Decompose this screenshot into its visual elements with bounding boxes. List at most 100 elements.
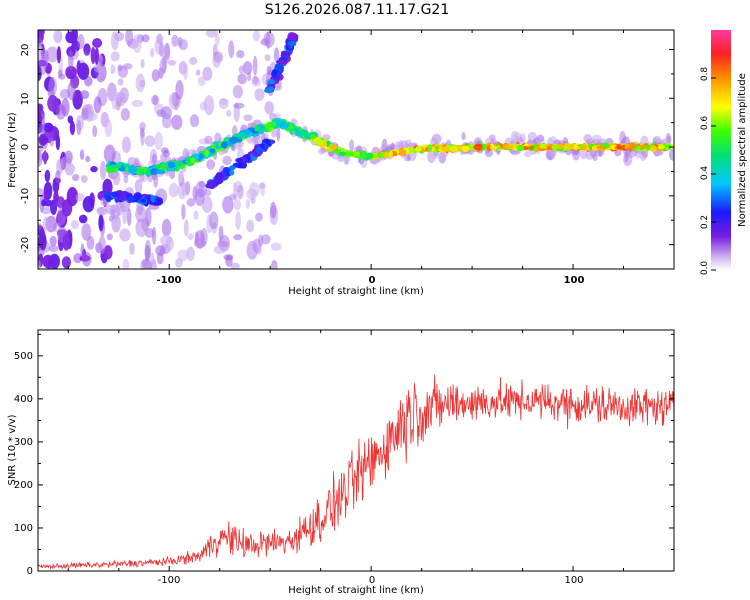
spectral-blob-1743 bbox=[254, 125, 261, 132]
spectrogram-ytick-label-0: 20 bbox=[20, 44, 31, 57]
spectral-blob-1789 bbox=[269, 126, 274, 131]
spectral-blob-880 bbox=[271, 69, 278, 78]
spectral-blob-1738 bbox=[204, 149, 209, 157]
colorbar-tick-label-1: 0.2 bbox=[700, 215, 710, 229]
spectral-blob-389 bbox=[61, 256, 71, 269]
spectral-blob-284 bbox=[254, 88, 265, 101]
spectral-blob-232 bbox=[247, 71, 252, 82]
spectral-blob-598 bbox=[484, 149, 494, 158]
spectral-blob-186 bbox=[87, 112, 98, 121]
spectral-blob-1740 bbox=[167, 161, 176, 169]
spectral-blob-193 bbox=[243, 114, 253, 122]
snr-marks bbox=[38, 374, 674, 571]
spectral-blob-181 bbox=[197, 76, 206, 87]
spectral-blob-143 bbox=[174, 257, 183, 268]
spectral-blob-517 bbox=[322, 134, 331, 141]
spectral-blob-275 bbox=[159, 58, 168, 73]
spectral-blob-197 bbox=[121, 136, 131, 154]
spectral-blob-1746 bbox=[270, 121, 277, 127]
spectral-blob-369 bbox=[135, 205, 147, 223]
spectral-blob-224 bbox=[246, 240, 258, 260]
spectral-blob-1699 bbox=[259, 127, 264, 135]
spectral-blob-50 bbox=[201, 196, 213, 214]
spectral-blob-328 bbox=[156, 252, 164, 265]
spectral-blob-172 bbox=[250, 197, 256, 204]
spectral-blob-1784 bbox=[461, 145, 470, 152]
spectrogram-xtick-label-2: 100 bbox=[564, 275, 585, 286]
spectral-blob-273 bbox=[168, 59, 176, 66]
spectral-blob-234 bbox=[73, 253, 83, 264]
spectral-blob-655 bbox=[235, 141, 242, 151]
spectral-blob-804 bbox=[236, 163, 243, 169]
spectral-blob-507 bbox=[461, 132, 466, 141]
spectral-blob-810 bbox=[237, 158, 243, 164]
spectral-blob-287 bbox=[193, 237, 206, 249]
spectral-blob-305 bbox=[71, 30, 78, 44]
spectral-blob-1691 bbox=[516, 144, 524, 152]
spectrogram-x-axis-label: Height of straight line (km) bbox=[288, 286, 424, 297]
spectral-blob-301 bbox=[77, 33, 85, 50]
spectral-blob-16 bbox=[110, 31, 119, 51]
spectral-blob-195 bbox=[140, 258, 152, 269]
spectral-blob-259 bbox=[238, 65, 245, 74]
colorbar-tick-label-2: 0.4 bbox=[700, 166, 710, 181]
spectral-blob-331 bbox=[260, 181, 266, 197]
snr-series-line bbox=[38, 374, 674, 571]
spectral-blob-819 bbox=[206, 181, 217, 188]
spectral-blob-28 bbox=[80, 175, 88, 183]
spectral-blob-379 bbox=[76, 60, 82, 76]
spectral-blob-131 bbox=[93, 63, 105, 73]
spectral-blob-374 bbox=[195, 69, 201, 76]
spectral-blob-261 bbox=[82, 196, 95, 213]
spectral-blob-748 bbox=[111, 191, 120, 198]
snr-ytick-label-3: 300 bbox=[14, 437, 33, 448]
spectral-blob-207 bbox=[222, 155, 232, 166]
spectral-blob-270 bbox=[94, 47, 100, 65]
spectral-blob-1634 bbox=[112, 164, 122, 169]
spectral-blob-336 bbox=[154, 38, 164, 55]
spectral-blob-375 bbox=[228, 193, 238, 200]
spectral-blob-1680 bbox=[185, 158, 191, 165]
spectral-blob-1 bbox=[161, 218, 172, 237]
spectrogram-ytick-label-1: 10 bbox=[20, 93, 31, 106]
spectral-blob-105 bbox=[38, 187, 45, 198]
spectral-blob-335 bbox=[81, 223, 92, 241]
spectral-blob-1786 bbox=[220, 141, 228, 149]
spectral-blob-1622 bbox=[293, 127, 301, 133]
spectral-blob-133 bbox=[264, 54, 271, 62]
colorbar-gradient bbox=[711, 30, 731, 270]
spectral-blob-1777 bbox=[228, 136, 239, 144]
spectral-blob-739 bbox=[145, 194, 152, 199]
spectral-blob-1735 bbox=[345, 151, 355, 157]
spectral-blob-42 bbox=[233, 198, 242, 211]
spectral-blob-89 bbox=[106, 233, 113, 241]
spectral-blob-381 bbox=[205, 30, 218, 38]
spectral-blob-1774 bbox=[310, 134, 316, 140]
spectral-blob-254 bbox=[38, 223, 42, 231]
spectral-blob-1771 bbox=[388, 150, 393, 158]
spectral-blob-393 bbox=[171, 114, 183, 130]
spectral-blob-591 bbox=[571, 147, 581, 161]
spectral-blob-330 bbox=[110, 64, 116, 75]
spectral-blob-402 bbox=[40, 136, 49, 144]
spectral-blob-1596 bbox=[397, 149, 407, 156]
spectral-blob-297 bbox=[144, 135, 156, 147]
spectral-blob-386 bbox=[218, 98, 229, 110]
spectral-blob-294 bbox=[38, 259, 42, 269]
spectral-blob-1715 bbox=[489, 145, 498, 150]
spectral-blob-123 bbox=[236, 50, 245, 59]
spectral-blob-313 bbox=[104, 119, 113, 138]
spectral-blob-307 bbox=[187, 233, 194, 241]
spectral-blob-506 bbox=[653, 149, 663, 157]
spectral-blob-274 bbox=[181, 203, 186, 220]
spectral-blob-240 bbox=[144, 245, 151, 262]
spectrogram-y-axis-label: Frequency (Hz) bbox=[7, 112, 18, 188]
spectral-blob-1780 bbox=[645, 145, 650, 151]
spectral-blob-184 bbox=[236, 184, 244, 200]
colorbar-tick-label-4: 0.8 bbox=[700, 67, 710, 82]
spectral-blob-1683 bbox=[149, 168, 159, 175]
spectral-blob-263 bbox=[257, 234, 264, 247]
spectral-blob-1768 bbox=[129, 164, 134, 172]
spectral-blob-303 bbox=[44, 169, 51, 183]
spectral-blob-258 bbox=[42, 254, 54, 269]
